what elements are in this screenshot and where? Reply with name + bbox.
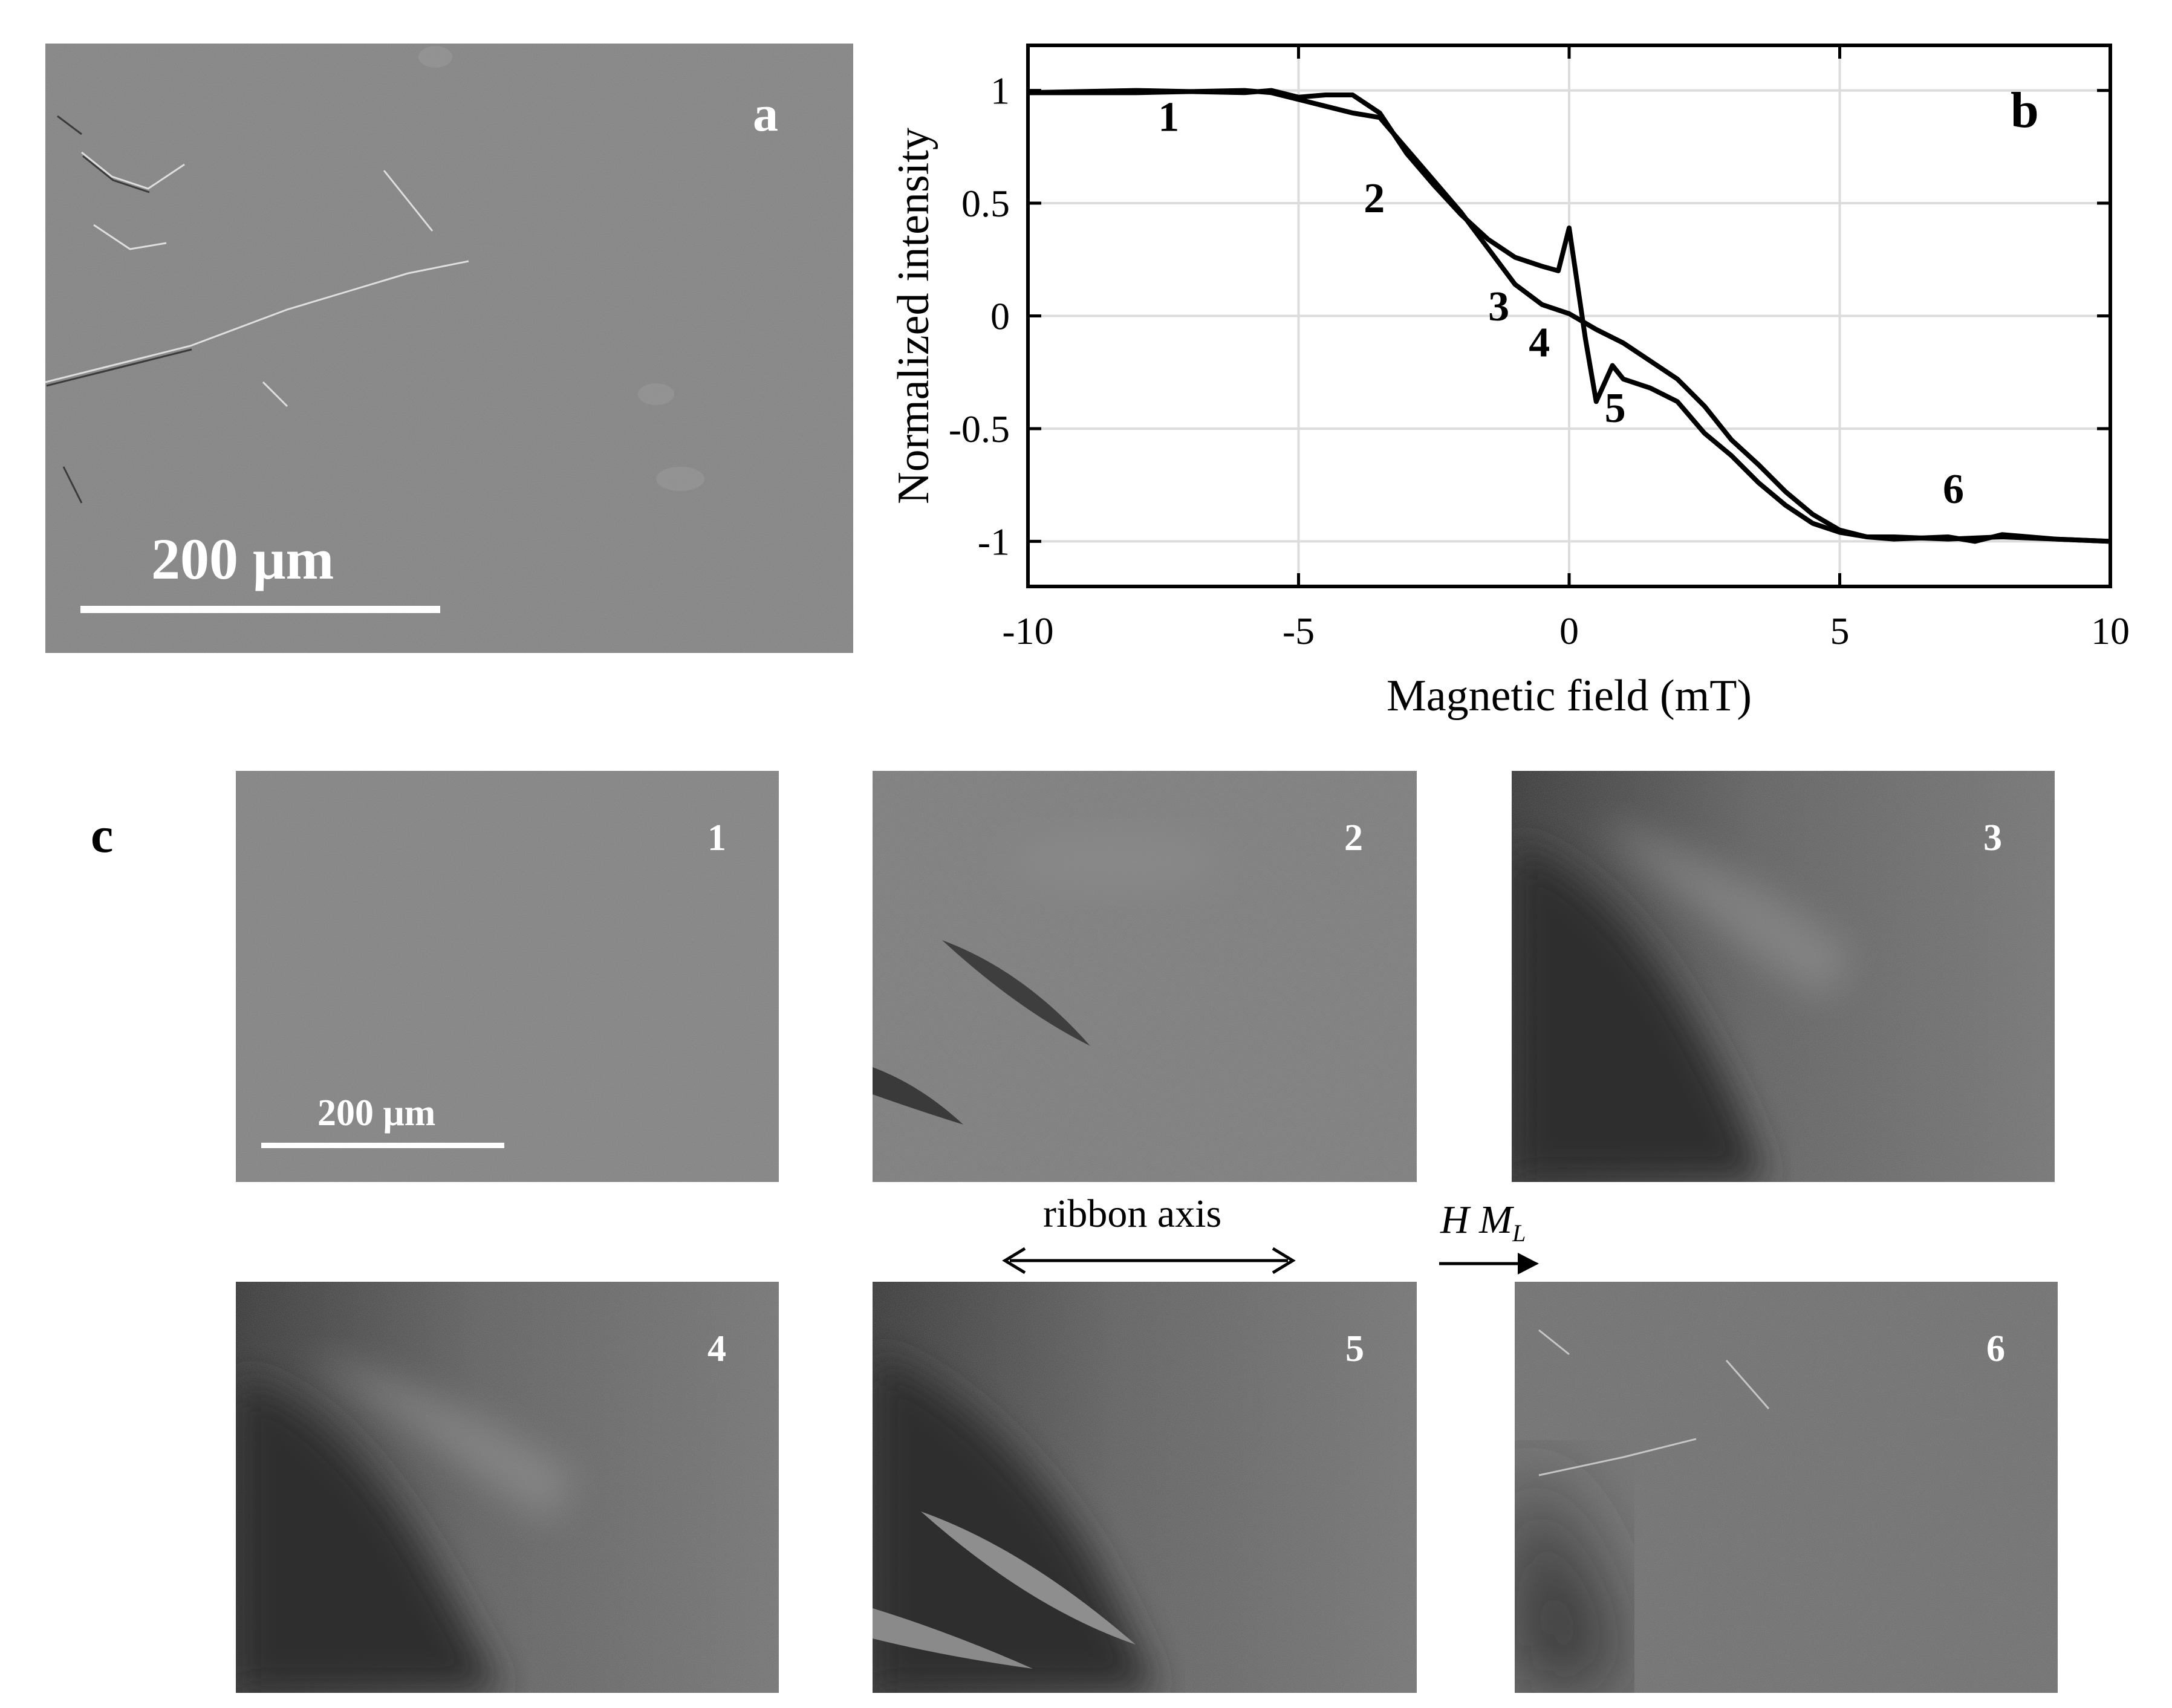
panel-a-letter: a [753,86,778,142]
panel-a-micrograph: a 200 μm [45,44,853,653]
panel-c-image-5: 5 [873,1282,1417,1693]
y-axis-label: Normalized intensity [889,128,938,504]
ribbon-axis-label: ribbon axis [1043,1192,1222,1236]
field-direction-arrow [1439,1253,1539,1275]
image-2-label: 2 [1344,817,1363,859]
curve-point-label-5: 5 [1605,385,1626,432]
image-4-label: 4 [707,1328,726,1369]
ribbon-axis-arrow [1002,1247,1296,1275]
curve-point-label-2: 2 [1364,175,1385,222]
x-tick-label: 10 [2091,609,2130,652]
series-line-2 [1028,88,2111,544]
panel-c-image-6: 6 [1515,1282,2058,1693]
y-tick-label: 0 [990,295,1010,338]
panel-b-letter: b [2011,82,2039,138]
panel-c-image-4: 4 [236,1282,779,1693]
chart-grid [1028,45,2110,586]
curve-point-label-6: 6 [1943,466,1964,513]
image-6-label: 6 [1986,1328,2005,1369]
image-3-label: 3 [1983,817,2002,859]
panel-c-scale-bar [261,1143,504,1148]
x-axis-label: Magnetic field (mT) [1387,671,1752,721]
panel-c-image-3: 3 [1512,771,2055,1182]
y-tick-label: -0.5 [949,408,1010,450]
field-m-label: M [1479,1198,1513,1242]
y-tick-label: -1 [978,520,1010,563]
panel-a-scale-label: 200 μm [151,527,334,591]
panel-c-image-1: 1 200 μm [236,771,779,1182]
panel-c-scale-label: 200 μm [317,1093,436,1134]
x-tick-label: -5 [1283,609,1315,652]
y-tick-label: 0.5 [961,182,1010,225]
panel-a-scale-bar [80,606,440,613]
field-direction-label: H ML [1440,1200,1526,1245]
panel-c-image-2: 2 [873,771,1417,1182]
panel-b-chart: -10 -5 0 5 10 1 0.5 0 -0.5 -1 1 2 34 5 6 Magnetic fi… [889,44,2130,721]
curve-point-label-3: 3 [1488,284,1509,330]
curve-point-label-1: 1 [1158,94,1179,141]
x-tick-label: 5 [1830,609,1850,652]
panel-c-letter: c [91,807,114,863]
image-5-label: 5 [1345,1328,1364,1369]
field-m-subscript: L [1512,1219,1526,1247]
x-tick-label: 0 [1559,609,1579,652]
x-tick-label: -10 [1002,609,1053,652]
image-1-label: 1 [707,817,726,859]
curve-point-label-4: 4 [1529,320,1550,366]
y-tick-label: 1 [990,70,1010,112]
field-h-label: H [1440,1198,1469,1242]
